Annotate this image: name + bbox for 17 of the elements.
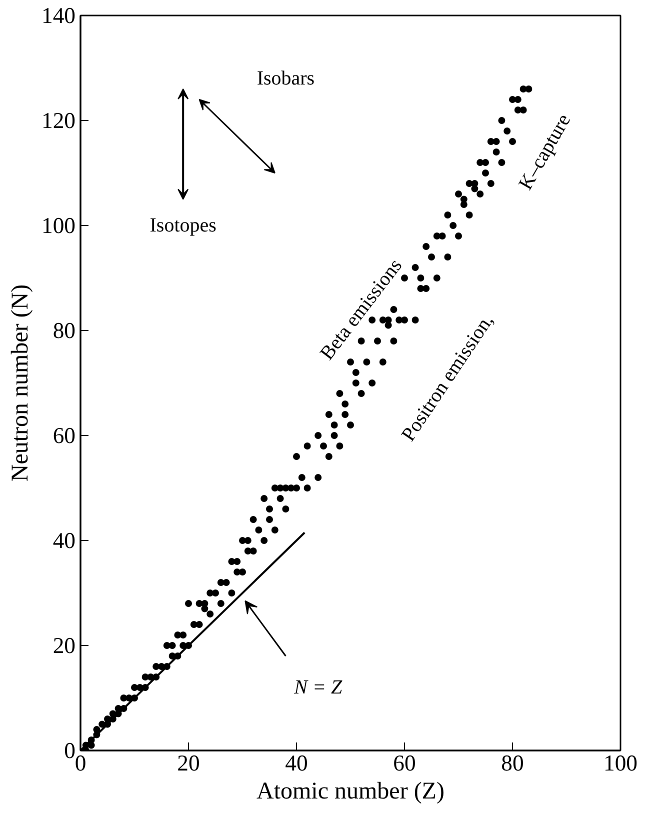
x-axis-title: Atomic number (Z) <box>256 778 444 804</box>
annotation: Isotopes <box>150 214 217 236</box>
x-tick-label: 100 <box>604 750 638 776</box>
y-tick-label: 120 <box>42 108 76 133</box>
y-tick-label: 100 <box>42 213 76 238</box>
y-axis-title: Neutron number (N) <box>8 284 34 482</box>
x-tick-label: 20 <box>177 750 200 776</box>
x-tick-label: 60 <box>393 750 416 776</box>
y-tick-label: 40 <box>52 528 76 553</box>
annotation: Isobars <box>256 68 315 90</box>
y-tick-label: 140 <box>42 3 76 28</box>
y-tick-label: 20 <box>52 633 76 658</box>
x-tick-label: 80 <box>501 750 524 776</box>
annotation: N = Z <box>293 676 343 698</box>
y-tick-label: 80 <box>52 318 76 343</box>
x-tick-label: 40 <box>285 750 308 776</box>
y-tick-label: 60 <box>52 423 76 448</box>
